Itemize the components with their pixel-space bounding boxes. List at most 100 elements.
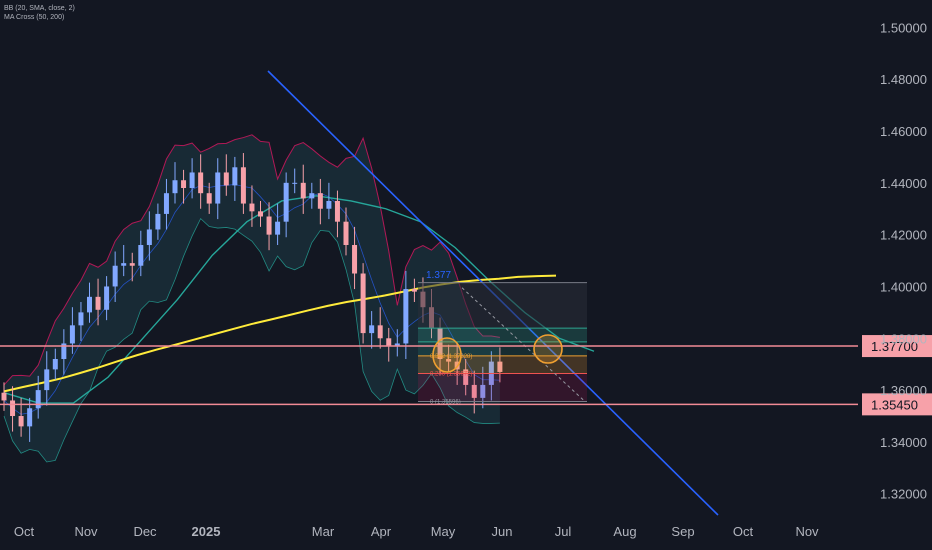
bb-lower [3,217,500,463]
highlight-circle [533,334,563,364]
candle-body [411,289,417,292]
candle-body [283,182,289,222]
candle-body [471,384,477,398]
candle-body [44,369,50,391]
candle-body [360,273,366,334]
level-badge [862,393,932,416]
candle-body [317,193,323,209]
y-tick-label: 1.42000 [880,228,927,243]
highlight-circle [432,337,462,373]
x-tick-label: Apr [371,524,392,539]
ma200-line [3,274,557,393]
candle-body [275,221,281,235]
candle-body [189,172,195,189]
candle-body [18,416,24,427]
candle-body [240,167,246,204]
candle-body [343,221,349,246]
x-tick-label: Dec [133,524,157,539]
candle-body [309,193,315,199]
y-tick-label: 1.44000 [880,176,927,191]
x-tick-label: Jun [492,524,513,539]
fib-zone-top [418,282,587,329]
candle-body [480,384,486,398]
x-tick-label: Jul [555,524,572,539]
x-tick-label: 2025 [192,524,221,539]
candle-body [61,343,67,360]
fib-zone-236 [418,373,587,402]
fib-level-label: 0.236 (1.36672) [430,372,472,378]
candle-body [300,182,306,199]
x-tick-label: Nov [74,524,98,539]
candle-body [258,211,263,217]
fib-level-label: 0 (1.35596) [430,400,461,406]
candle-body [497,361,503,372]
y-tick-label: 1.36000 [880,383,927,398]
candle-body [87,296,92,313]
candle-body [198,172,204,194]
candle-body [181,180,187,189]
candle-body [394,343,400,347]
indicator-legend: BB (20, SMA, close, 2) MA Cross (50, 200… [4,4,75,22]
candle-body [27,408,33,427]
x-tick-label: Sep [671,524,694,539]
x-tick-label: Aug [613,524,636,539]
y-tick-label: 1.46000 [880,124,927,139]
candle-body [215,172,221,204]
level-badge-label: 1.35450 [871,397,918,412]
y-tick-label: 1.38000 [880,331,927,346]
candle-body [138,245,144,266]
candle-body [446,359,452,362]
x-tick-label: May [431,524,456,539]
candle-body [10,400,16,417]
y-tick-label: 1.34000 [880,435,927,450]
fib-diagonal [461,287,586,402]
y-tick-label: 1.48000 [880,72,927,87]
candle-body [334,200,340,222]
candle-body [232,167,238,186]
candle-body [163,193,169,214]
candle-body [206,193,212,204]
x-tick-label: Nov [795,524,819,539]
fib-level-label: 0.382 (1.37328) [430,354,472,360]
x-tick-label: Mar [312,524,335,539]
annotation-label: 1.377 [426,270,451,281]
candle-body [121,263,127,266]
level-badge-label: 1.37700 [871,339,918,354]
bb-upper [3,134,500,386]
candle-body [326,200,332,209]
candle-body [129,263,135,266]
candle-body [95,296,101,310]
candle-body [1,392,7,401]
candle-body [292,182,298,184]
candle-body [155,213,161,230]
candle-body [386,338,392,347]
candle-body [172,180,178,194]
candle-body [369,325,375,334]
candle-body [146,229,152,246]
candle-body [35,390,41,409]
candle-body [377,325,383,339]
bb-fill [4,134,500,462]
candle-body [104,286,110,310]
candle-body [223,172,229,186]
x-tick-label: Oct [14,524,35,539]
legend-ma-cross[interactable]: MA Cross (50, 200) [4,14,65,21]
candle-body [249,203,255,212]
fib-zone-618 [418,328,587,342]
candle-body [403,289,409,344]
candle-body [437,327,443,360]
candle-body [352,245,358,274]
legend-bb[interactable]: BB (20, SMA, close, 2) [4,5,75,12]
y-tick-label: 1.40000 [880,279,927,294]
y-tick-label: 1.50000 [880,20,927,35]
x-tick-label: Oct [733,524,754,539]
candle-body [112,265,118,287]
candle-body [463,369,469,385]
candle-body [52,359,58,370]
candle-body [266,216,272,235]
y-tick-label: 1.32000 [880,487,927,502]
candle-body [69,325,75,344]
level-badge [862,335,932,358]
